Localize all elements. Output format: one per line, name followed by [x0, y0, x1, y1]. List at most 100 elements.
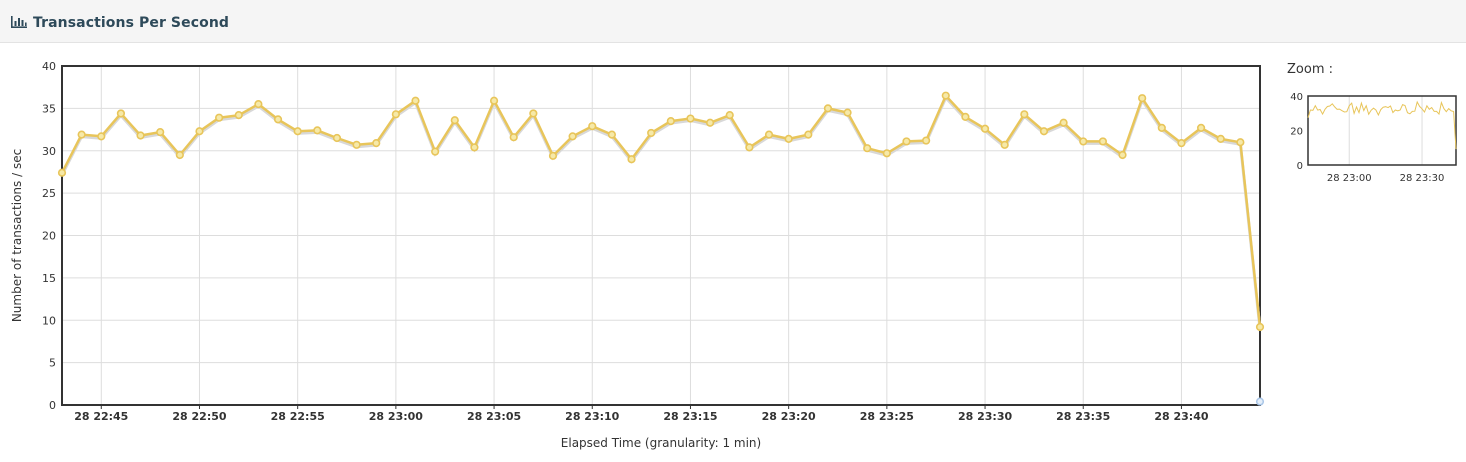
data-point[interactable] — [1039, 127, 1049, 136]
zoom-frame — [1307, 95, 1457, 166]
data-point[interactable] — [941, 91, 950, 100]
y-tick-label: 35 — [42, 102, 56, 115]
data-point[interactable] — [509, 133, 518, 142]
data-point[interactable] — [922, 136, 931, 145]
zoom-overview-chart[interactable]: 0 20 40 28 23:00 28 23:30 — [1280, 44, 1466, 194]
data-point[interactable] — [1216, 134, 1225, 143]
zoom-x-tick-label: 28 23:30 — [1400, 173, 1445, 184]
data-point[interactable] — [804, 130, 813, 139]
data-point[interactable] — [588, 122, 597, 131]
x-tick-label: 28 23:20 — [762, 410, 816, 423]
data-point[interactable] — [1255, 322, 1265, 332]
data-point[interactable] — [666, 116, 675, 126]
data-point[interactable] — [116, 109, 126, 118]
data-point[interactable] — [1000, 140, 1009, 149]
data-point[interactable] — [529, 109, 538, 118]
data-point[interactable] — [332, 133, 342, 143]
y-tick-label: 15 — [42, 272, 56, 285]
x-tick-label: 28 23:40 — [1154, 410, 1208, 423]
panel-header: Transactions Per Second — [0, 0, 1466, 43]
data-point[interactable] — [254, 100, 263, 109]
data-point[interactable] — [1177, 139, 1186, 148]
data-point[interactable] — [77, 130, 86, 139]
data-point[interactable] — [745, 143, 754, 152]
tps-line-chart[interactable]: 0 5 10 15 20 25 30 35 40 28 22:45 28 22:50 28 22:55… — [0, 44, 1270, 462]
y-tick-label: 20 — [42, 230, 56, 243]
x-tick-label: 28 23:15 — [663, 410, 717, 423]
data-point[interactable] — [843, 108, 852, 117]
series-shadow — [60, 94, 1262, 330]
x-tick-label: 28 22:50 — [172, 410, 226, 423]
data-point[interactable] — [489, 96, 499, 105]
data-point[interactable] — [234, 111, 243, 120]
data-point[interactable] — [313, 126, 322, 135]
y-tick-label: 5 — [49, 357, 56, 370]
data-point[interactable] — [784, 134, 793, 143]
data-point[interactable] — [391, 110, 400, 119]
data-point[interactable] — [627, 155, 636, 164]
y-tick-label: 0 — [49, 399, 56, 412]
data-point[interactable] — [548, 151, 558, 160]
data-point[interactable] — [1118, 150, 1127, 160]
data-point[interactable] — [273, 115, 283, 124]
x-tick-label: 28 23:00 — [369, 410, 423, 423]
data-point[interactable] — [1059, 118, 1068, 127]
data-point[interactable] — [882, 149, 891, 158]
data-point[interactable] — [1020, 110, 1029, 119]
plot-frame — [61, 65, 1261, 406]
y-tick-label: 10 — [42, 314, 56, 327]
data-point[interactable] — [725, 111, 734, 120]
bar-chart-icon — [11, 16, 27, 28]
x-tick-label: 28 23:35 — [1056, 410, 1110, 423]
data-point[interactable] — [97, 132, 106, 141]
y-tick-label: 25 — [42, 187, 56, 200]
zoom-y-tick-label: 0 — [1297, 161, 1303, 172]
zoom-y-tick-label: 40 — [1290, 92, 1303, 103]
data-point[interactable] — [57, 168, 67, 177]
y-axis-title: Number of transactions / sec — [10, 149, 24, 322]
data-point[interactable] — [450, 116, 459, 125]
zoom-label: Zoom : — [1287, 62, 1333, 77]
data-point[interactable] — [136, 131, 145, 140]
x-tick-label: 28 23:25 — [860, 410, 914, 423]
x-tick-label: 28 22:45 — [74, 410, 128, 423]
data-point[interactable] — [607, 130, 617, 139]
data-point[interactable] — [1236, 138, 1245, 147]
data-point[interactable] — [902, 137, 911, 146]
y-tick-label: 30 — [42, 145, 56, 158]
data-point[interactable] — [686, 114, 695, 123]
data-point[interactable] — [647, 128, 656, 138]
y-tick-label: 40 — [42, 60, 56, 73]
data-point[interactable] — [1138, 94, 1147, 103]
data-point[interactable] — [961, 112, 970, 121]
data-point[interactable] — [568, 132, 577, 141]
x-tick-label: 28 22:55 — [271, 410, 325, 423]
data-point[interactable] — [1098, 137, 1107, 146]
data-point[interactable] — [1255, 397, 1265, 406]
data-point[interactable] — [470, 143, 479, 152]
x-tick-label: 28 23:30 — [958, 410, 1012, 423]
data-point[interactable] — [764, 130, 774, 139]
data-point[interactable] — [823, 104, 833, 113]
data-point[interactable] — [372, 139, 381, 148]
data-point[interactable] — [431, 147, 440, 156]
data-point[interactable] — [980, 124, 990, 133]
panel-title: Transactions Per Second — [33, 15, 230, 31]
data-point[interactable] — [1157, 123, 1166, 132]
data-point[interactable] — [156, 128, 165, 137]
data-point[interactable] — [1196, 123, 1206, 132]
data-point[interactable] — [863, 144, 872, 153]
data-point[interactable] — [175, 150, 184, 160]
data-point[interactable] — [1079, 137, 1088, 146]
x-tick-label: 28 23:10 — [565, 410, 619, 423]
data-point[interactable] — [215, 113, 224, 122]
data-point[interactable] — [195, 127, 204, 136]
data-point[interactable] — [352, 140, 361, 149]
data-point[interactable] — [293, 127, 302, 136]
zoom-series-line — [1307, 100, 1457, 150]
zoom-x-tick-label: 28 23:00 — [1327, 173, 1372, 184]
x-tick-label: 28 23:05 — [467, 410, 521, 423]
data-point[interactable] — [705, 118, 715, 127]
zoom-y-tick-label: 20 — [1290, 127, 1303, 138]
data-point[interactable] — [411, 96, 420, 105]
